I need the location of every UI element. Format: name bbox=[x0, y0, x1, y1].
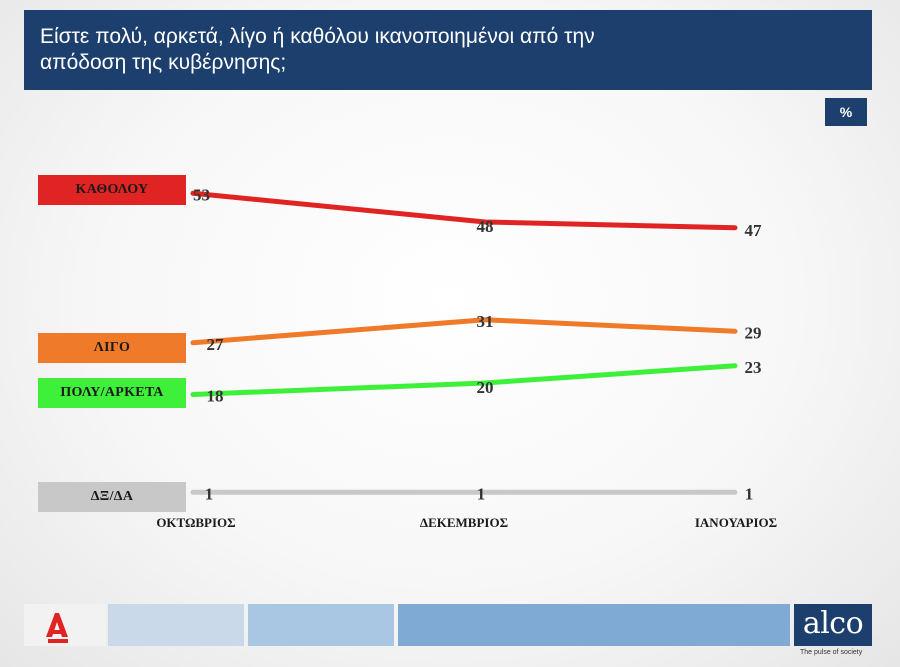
data-label: 18 bbox=[207, 387, 224, 406]
unit-badge: % bbox=[825, 98, 867, 126]
alco-tagline: The pulse of society bbox=[800, 649, 863, 656]
data-label: 31 bbox=[477, 312, 494, 331]
legend-poly-arketa: ΠΟΛΥ/ΑΡΚΕΤΑ bbox=[38, 378, 186, 408]
data-label: 47 bbox=[745, 221, 763, 240]
series-line-0 bbox=[190, 190, 738, 231]
x-tick-label: ΟΚΤΩΒΡΙΟΣ bbox=[156, 515, 235, 530]
data-label: 48 bbox=[477, 217, 494, 236]
legend-kathólou: ΚΑΘΟΛΟΥ bbox=[38, 175, 186, 205]
data-label: 29 bbox=[745, 323, 762, 342]
footer-segment-3 bbox=[398, 604, 790, 646]
legend-dxda: ΔΞ/ΔΑ bbox=[38, 482, 186, 512]
data-label: 1 bbox=[205, 484, 214, 503]
footer-segment-2 bbox=[248, 604, 394, 646]
series-line-1 bbox=[190, 317, 738, 346]
alco-logo: alco bbox=[794, 604, 872, 646]
data-label: 27 bbox=[207, 335, 225, 354]
data-label: 1 bbox=[477, 484, 486, 503]
title-bar: Είστε πολύ, αρκετά, λίγο ή καθόλου ικανο… bbox=[24, 10, 872, 90]
x-tick-label: ΙΑΝΟΥΑΡΙΟΣ bbox=[695, 515, 777, 530]
data-label: 23 bbox=[745, 358, 762, 377]
alpha-news-logo-icon bbox=[24, 604, 106, 646]
data-label: 1 bbox=[745, 484, 754, 503]
data-label: 53 bbox=[193, 185, 210, 204]
chart-title: Είστε πολύ, αρκετά, λίγο ή καθόλου ικανο… bbox=[40, 25, 595, 74]
x-tick-label: ΔΕΚΕΜΒΡΙΟΣ bbox=[420, 515, 508, 530]
footer-segment-1 bbox=[108, 604, 244, 646]
series-line-2 bbox=[190, 363, 738, 397]
data-label: 20 bbox=[477, 378, 494, 397]
legend-ligo: ΛΙΓΟ bbox=[38, 333, 186, 363]
